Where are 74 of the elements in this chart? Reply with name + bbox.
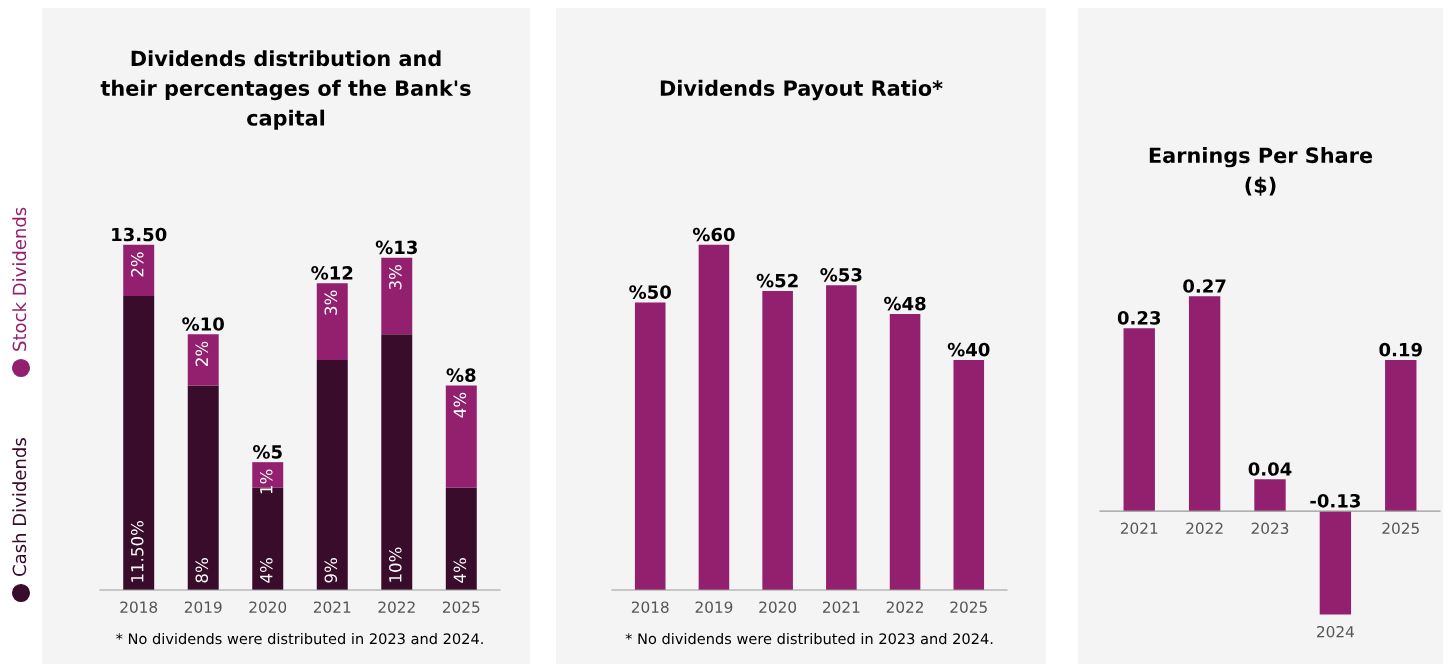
bar	[1123, 328, 1155, 512]
data-label: -0.13	[1310, 493, 1360, 508]
x-tick-label: 2021	[313, 601, 351, 613]
bar	[445, 385, 477, 488]
total-label: %12	[311, 266, 353, 280]
data-label: 8%	[195, 558, 209, 583]
x-tick-label: 2019	[695, 601, 733, 613]
text: Cash Dividends	[12, 438, 27, 576]
bar	[1188, 296, 1221, 512]
x-tick-label: 2023	[1251, 522, 1289, 535]
data-label: 9%	[324, 558, 338, 583]
data-label: 3%	[324, 290, 338, 315]
text: * No dividends were distributed in 2023 and 2024.	[116, 632, 483, 645]
data-label: 3%	[389, 264, 402, 290]
data-label: 4%	[453, 558, 467, 583]
total-label: %10	[182, 317, 224, 331]
text: Stock Dividends	[12, 207, 27, 351]
bar	[762, 290, 793, 590]
bar	[953, 359, 985, 590]
bar	[634, 302, 666, 590]
data-label: 2%	[130, 252, 144, 277]
bar	[826, 285, 857, 590]
x-tick-label: 2022	[886, 601, 923, 613]
data-label: %40	[947, 342, 990, 357]
x-tick-label: 2022	[1186, 522, 1223, 535]
bar	[381, 257, 413, 335]
x-tick-label: 2022	[378, 601, 415, 613]
text: * No dividends were distributed in 2023 and 2024.	[625, 632, 993, 645]
bar	[187, 334, 219, 386]
x-tick-label: 2018	[631, 601, 669, 613]
data-label: 4%	[453, 392, 467, 418]
total-label: %13	[375, 240, 417, 255]
x-tick-label: 2019	[184, 601, 222, 613]
bar	[1319, 511, 1352, 615]
data-label: 11.50%	[130, 520, 144, 582]
data-label: %48	[884, 296, 926, 311]
x-tick-label: 2020	[759, 601, 797, 613]
x-tick-label: 2021	[823, 601, 860, 613]
data-label: 0.27	[1183, 279, 1226, 293]
bar	[445, 487, 477, 590]
x-tick-label: 2025	[1382, 522, 1419, 535]
bar	[889, 313, 921, 590]
x-tick-label: 2021	[1120, 522, 1158, 535]
bar	[187, 385, 219, 590]
x-tick-label: 2018	[120, 601, 158, 613]
bar	[123, 244, 155, 296]
x-tick-label: 2020	[249, 601, 287, 613]
x-tick-label: 2025	[950, 601, 987, 613]
data-label: 0.23	[1117, 311, 1161, 325]
bar	[1385, 360, 1417, 512]
x-tick-label: 2024	[1317, 625, 1354, 638]
data-label: %52	[756, 273, 798, 288]
data-label: %50	[629, 285, 671, 299]
chart-title: Dividends Payout Ratio*	[660, 79, 943, 101]
bar	[123, 296, 155, 590]
bar	[1254, 479, 1286, 512]
data-label: 10%	[389, 547, 402, 582]
data-label: 0.19	[1379, 342, 1422, 357]
total-label: 13.50	[112, 227, 167, 242]
data-label: 1%	[259, 469, 273, 494]
data-label: %60	[692, 227, 735, 242]
data-label: 4%	[259, 558, 273, 583]
chart-title: Dividends distribution and their percentages of the Bank's capital	[100, 50, 471, 130]
data-label: %53	[820, 267, 862, 282]
bar	[316, 359, 348, 590]
total-label: %5	[253, 445, 282, 459]
chart-title: Earnings Per Share ($)	[1149, 147, 1373, 196]
data-label: 2%	[195, 341, 209, 366]
bar	[316, 283, 348, 360]
bar	[381, 334, 413, 590]
x-tick-label: 2025	[442, 601, 480, 613]
bar	[698, 244, 730, 590]
data-label: 0.04	[1248, 462, 1292, 476]
total-label: %8	[446, 368, 476, 382]
